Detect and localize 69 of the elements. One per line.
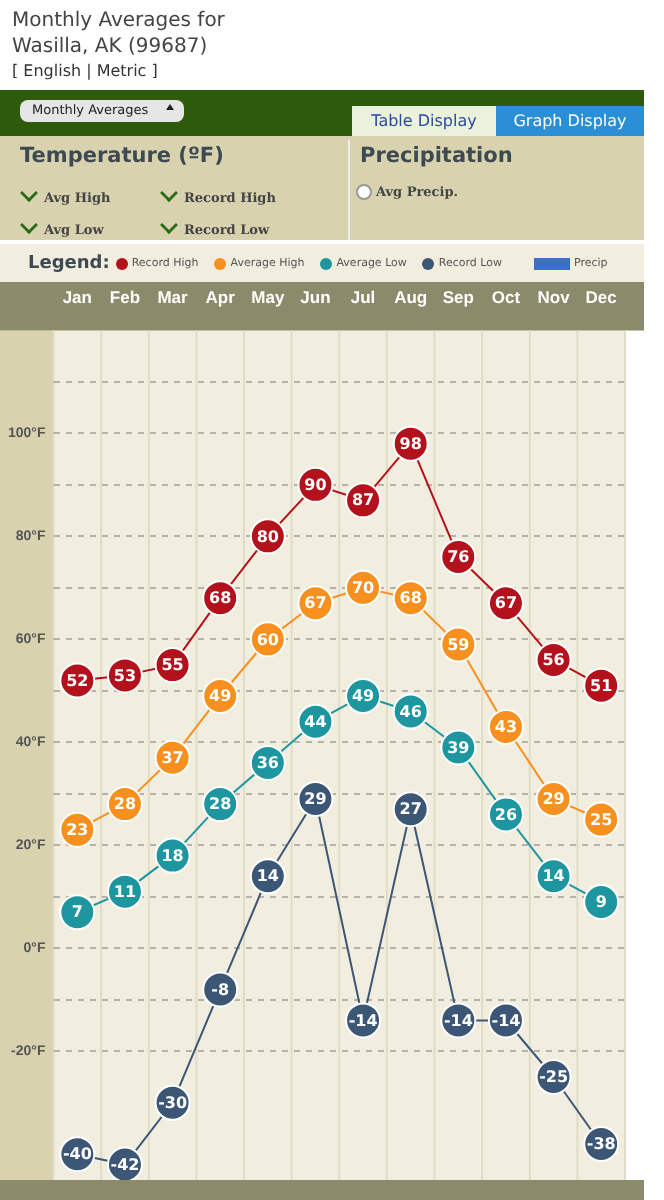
data-label: 52 — [66, 671, 89, 690]
data-label: 59 — [447, 635, 471, 654]
data-label: 87 — [351, 491, 375, 510]
text: Precipitation — [360, 144, 513, 168]
data-label: -14 — [348, 1011, 379, 1030]
data-label: 90 — [304, 476, 328, 495]
data-label: 44 — [304, 712, 328, 731]
data-label: 80 — [256, 527, 280, 546]
data-label: 56 — [542, 651, 566, 670]
data-label: -30 — [158, 1093, 188, 1112]
x-tick-label: Apr — [205, 286, 237, 307]
chart-title: Monthly Averages for Wasilla, AK (99687) — [12, 8, 227, 60]
text: [ English | Metric ] — [12, 62, 158, 80]
x-tick-label: Dec — [585, 286, 618, 307]
data-label: 67 — [494, 594, 518, 613]
x-tick-label: Nov — [537, 286, 571, 307]
data-label: 14 — [256, 867, 280, 886]
data-label: 28 — [113, 795, 137, 814]
point — [583, 883, 620, 920]
text: Temperature (ºF) — [20, 144, 224, 168]
x-tick-label: May — [251, 286, 285, 307]
x-tick-label: Jul — [350, 286, 376, 307]
data-label: 39 — [447, 738, 471, 757]
data-label: -14 — [491, 1011, 522, 1030]
text: Table Display — [352, 106, 496, 136]
data-label: 49 — [209, 687, 233, 706]
data-label: 25 — [590, 810, 614, 829]
data-label: 9 — [595, 893, 608, 912]
data-label: -25 — [539, 1068, 569, 1087]
x-tick-label: Sep — [442, 286, 474, 307]
data-label: 98 — [399, 434, 423, 453]
x-tick-label: Mar — [157, 286, 190, 307]
data-label: 28 — [209, 795, 233, 814]
data-label: -38 — [586, 1135, 617, 1154]
x-tick-label: Aug — [394, 286, 428, 307]
data-label: 36 — [256, 754, 280, 773]
data-label: 68 — [399, 589, 423, 608]
data-label: 53 — [113, 666, 137, 685]
data-label: -42 — [110, 1155, 140, 1174]
data-label: 43 — [494, 718, 518, 737]
data-label: 70 — [351, 579, 376, 598]
data-label: 37 — [161, 748, 184, 767]
data-label: -40 — [62, 1145, 93, 1164]
data-label: 76 — [447, 548, 471, 567]
data-label: 7 — [71, 903, 83, 922]
data-label: 11 — [113, 882, 137, 901]
data-label: 55 — [161, 656, 185, 675]
data-label: -14 — [443, 1011, 474, 1030]
data-label: 46 — [399, 702, 423, 721]
x-tick-label: Feb — [109, 286, 141, 307]
text: Graph Display — [496, 106, 644, 136]
x-tick-label: Oct — [491, 286, 521, 307]
data-label: 14 — [542, 867, 566, 886]
x-tick-label: Jun — [300, 286, 331, 307]
data-label: 29 — [542, 790, 566, 809]
point — [59, 894, 96, 931]
data-label: -8 — [211, 980, 230, 999]
data-label: 49 — [351, 687, 376, 706]
data-label: 51 — [590, 676, 614, 695]
data-label: 26 — [494, 805, 518, 824]
data-label: 23 — [66, 821, 89, 840]
data-label: 18 — [161, 846, 185, 865]
data-label: 29 — [304, 790, 328, 809]
data-label: 27 — [399, 800, 422, 819]
data-label: 68 — [209, 589, 233, 608]
legend-title: Legend: — [28, 254, 110, 274]
x-tick-label: Jan — [62, 286, 92, 307]
data-label: 67 — [304, 594, 327, 613]
data-label: 60 — [256, 630, 280, 649]
